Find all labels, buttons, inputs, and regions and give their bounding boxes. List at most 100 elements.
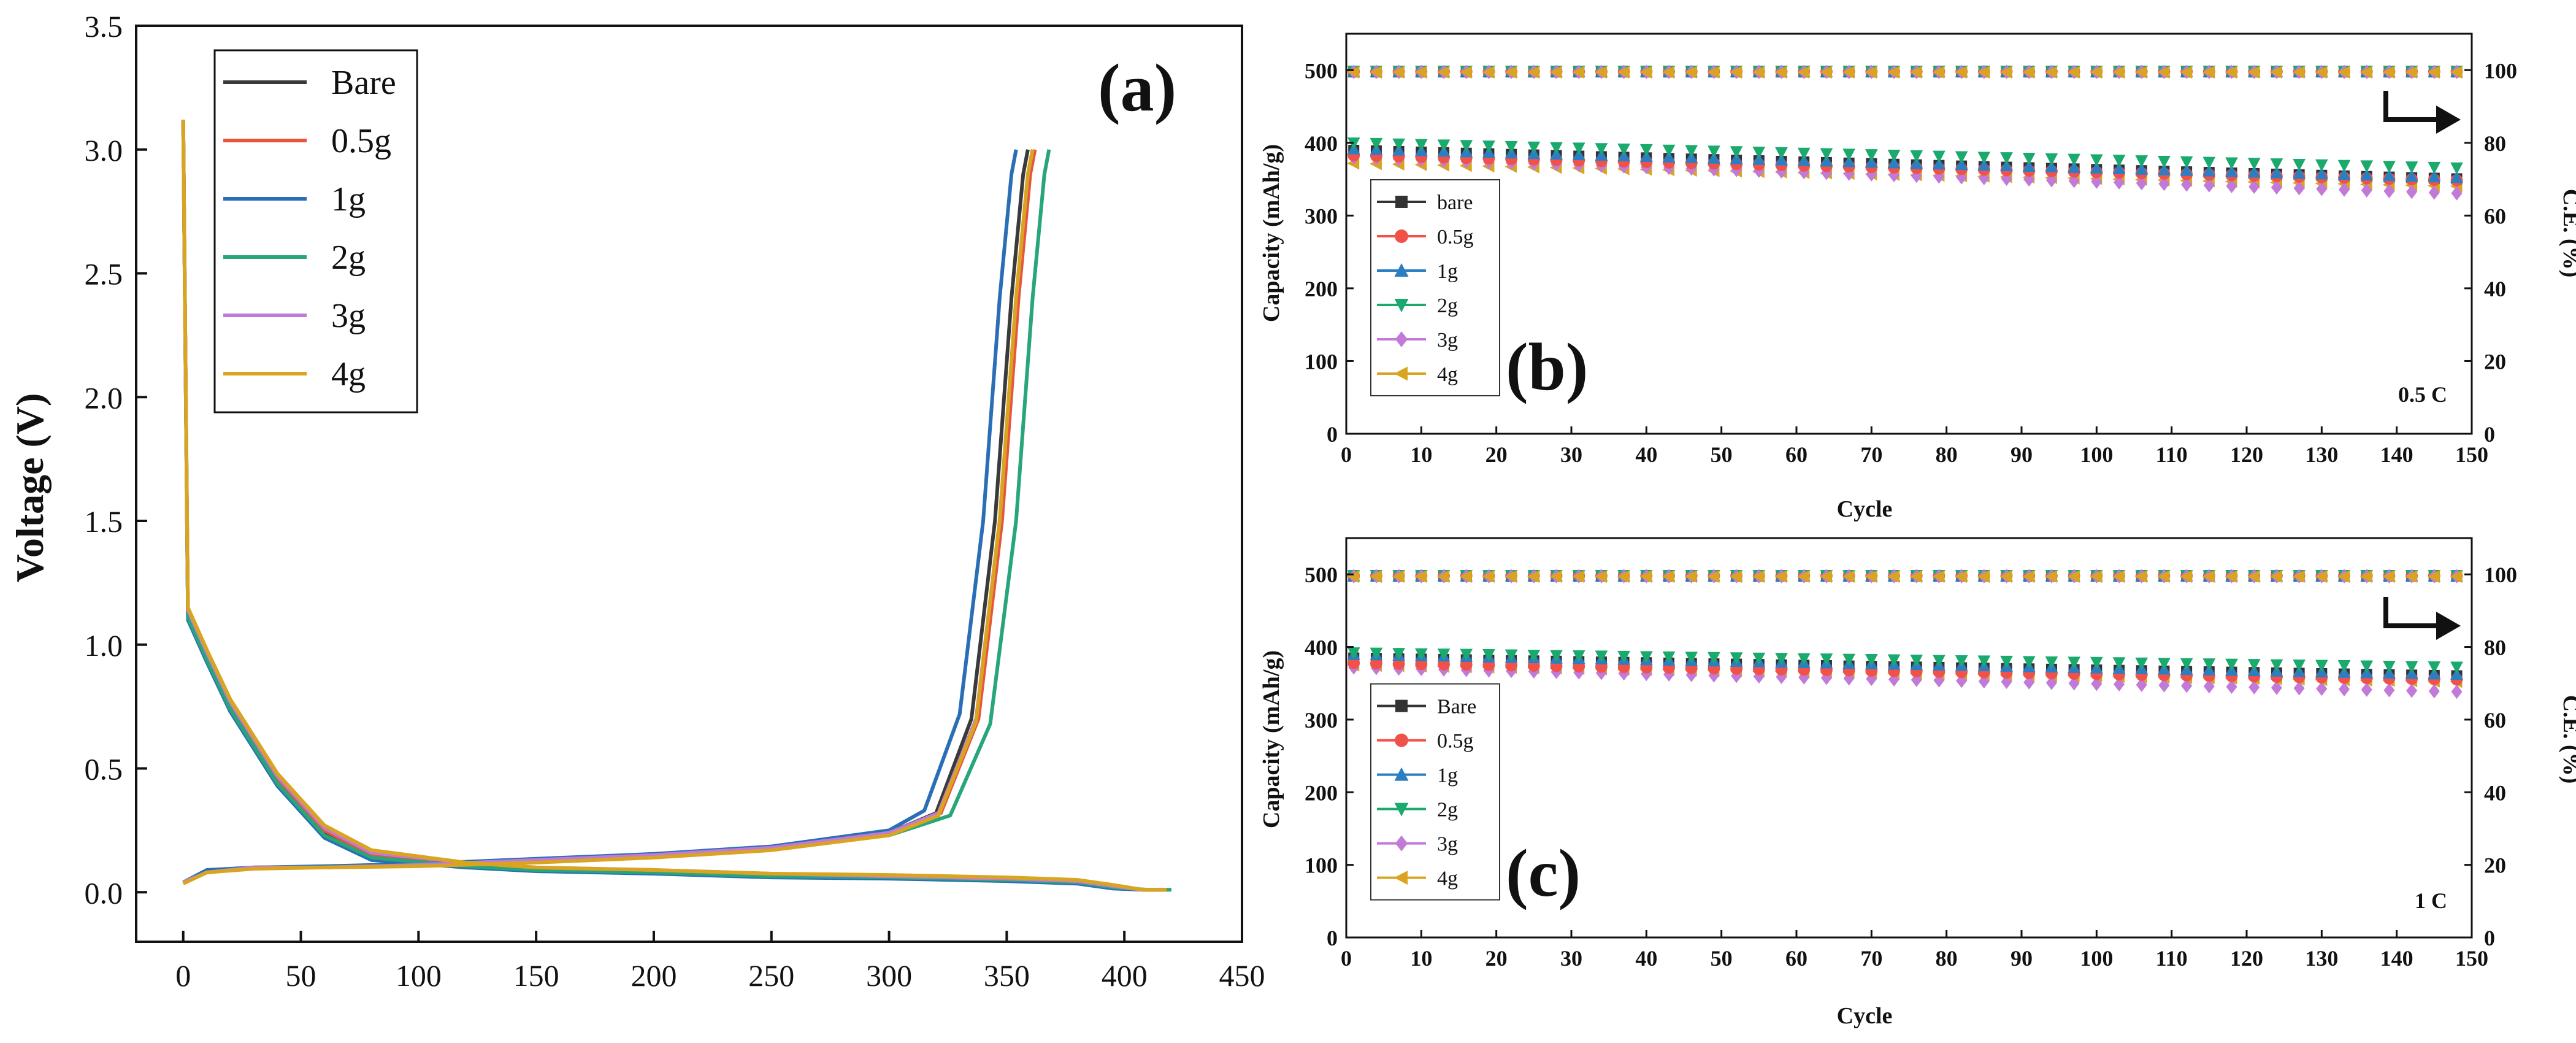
panel-c-legend-marker bbox=[1395, 699, 1408, 712]
panel-c-capacity-point bbox=[2315, 660, 2328, 672]
panel-c-y2-axis-title: C.E. (%) bbox=[2558, 695, 2576, 784]
panel-c-capacity-point bbox=[2316, 681, 2328, 696]
panel-c-capacity-point bbox=[1527, 649, 1541, 662]
panel-c-ce-point bbox=[1730, 570, 1742, 583]
panel-c-capacity-point bbox=[1775, 653, 1788, 665]
panel-c-ce-point bbox=[1684, 570, 1697, 583]
panel-b-ce-point bbox=[1977, 66, 1990, 79]
panel-b-ce-series-4g bbox=[1347, 66, 2463, 79]
panel-b-capacity-point bbox=[2091, 174, 2103, 189]
panel-b-y2-tick-label: 60 bbox=[2484, 204, 2506, 228]
panel-c-ce-point bbox=[1459, 570, 1472, 583]
panel-b-capacity-point bbox=[2225, 157, 2238, 170]
panel-c-capacity-point bbox=[2114, 677, 2125, 692]
panel-c-x-tick-label: 80 bbox=[1936, 946, 1958, 971]
panel-c-ce-point bbox=[1662, 570, 1675, 583]
panel-c-capacity-point bbox=[2135, 657, 2149, 670]
panel-c-capacity-point bbox=[2001, 674, 2012, 689]
panel-c-x-axis-title: Cycle bbox=[1837, 1003, 1893, 1029]
panel-c-capacity-point bbox=[1820, 653, 1833, 666]
panel-b-y-axis-title: Capacity (mAh/g) bbox=[1259, 144, 1284, 322]
panel-b-capacity-point bbox=[1797, 153, 1811, 166]
panel-b-x-tick-label: 40 bbox=[1635, 442, 1657, 467]
panel-b-cycling-0-5c: 0 10 20 30 40 50 60 70 80 90 100 110 120 130 140 150010… bbox=[1259, 33, 2576, 522]
panel-c-ce-point bbox=[1549, 570, 1562, 583]
panel-c-y-tick-label: 400 bbox=[1305, 636, 1338, 660]
panel-b-x-tick-label: 130 bbox=[2305, 442, 2338, 467]
panel-c-ce-point bbox=[2337, 570, 2350, 583]
panel-c-capacity-point bbox=[2383, 660, 2396, 673]
panel-b-capacity-point bbox=[1527, 141, 1541, 154]
panel-b-y-tick-label: 200 bbox=[1305, 277, 1338, 301]
panel-b-ce-point bbox=[1955, 66, 1968, 79]
panel-b-ce-point bbox=[1459, 66, 1472, 79]
panel-b-capacity-point bbox=[2022, 152, 2036, 165]
panel-c-ce-point bbox=[1595, 570, 1607, 583]
panel-c-ce-point bbox=[2315, 570, 2328, 583]
panel-c-x-tick-label: 0 bbox=[1341, 946, 1352, 971]
panel-b-ce-point bbox=[1909, 66, 1922, 79]
panel-b-ce-point bbox=[2247, 66, 2260, 79]
panel-b-ce-point bbox=[1865, 66, 1877, 79]
panel-b-capacity-point bbox=[1347, 137, 1360, 150]
panel-b-capacity-point bbox=[2181, 177, 2193, 192]
panel-b-legend-label: 4g bbox=[1437, 363, 1458, 386]
panel-c-x-tick-label: 90 bbox=[2011, 946, 2033, 971]
panel-b-capacity-point bbox=[2316, 182, 2328, 196]
panel-b-capacity-point bbox=[1775, 147, 1788, 160]
panel-b-capacity-point bbox=[2068, 153, 2080, 166]
panel-a-y-tick-label: 1.5 bbox=[85, 504, 123, 539]
panel-c-capacity-point bbox=[2339, 682, 2350, 697]
panel-b-ce-point bbox=[2450, 66, 2463, 79]
panel-a-y-tick-label: 0.5 bbox=[85, 752, 123, 787]
panel-c-capacity-point bbox=[1866, 671, 1877, 687]
panel-c-x-tick-label: 50 bbox=[1711, 946, 1733, 971]
panel-a-legend: Bare 0.5g 1g 2g 3g 4g bbox=[213, 49, 418, 414]
panel-c-capacity-point bbox=[1460, 649, 1473, 661]
panel-b-x-tick-label: 100 bbox=[2080, 442, 2113, 467]
panel-c-ce-point bbox=[1527, 570, 1539, 583]
panel-c-x-tick-label: 10 bbox=[1410, 946, 1432, 971]
panel-c-ce-point bbox=[1482, 570, 1495, 583]
panel-b-y-tick-label: 300 bbox=[1305, 204, 1338, 228]
panel-b-capacity-point bbox=[2428, 161, 2441, 174]
panel-c-x-tick-label: 130 bbox=[2305, 946, 2338, 971]
panel-a-x-tick-label: 350 bbox=[984, 958, 1030, 993]
panel-b-ce-point bbox=[2270, 66, 2282, 79]
panel-b-capacity-point bbox=[2315, 159, 2328, 172]
panel-b-capacity-point bbox=[1730, 146, 1743, 159]
panel-b-capacity-point bbox=[2248, 179, 2260, 194]
panel-b-capacity-point bbox=[2000, 159, 2013, 172]
panel-b-ce-point bbox=[1842, 66, 1855, 79]
panel-b-x-tick-label: 20 bbox=[1485, 442, 1508, 467]
panel-b-series-2g bbox=[1347, 137, 2463, 175]
panel-b-ce-point bbox=[2112, 66, 2125, 79]
panel-c-capacity-point bbox=[1842, 653, 1855, 666]
panel-b-x-tick-label: 140 bbox=[2380, 442, 2413, 467]
panel-c-capacity-point bbox=[2360, 660, 2374, 673]
panel-b-ce-point bbox=[2022, 66, 2035, 79]
panel-b-capacity-point bbox=[2180, 156, 2193, 169]
panel-c-capacity-point bbox=[1595, 666, 1607, 680]
panel-b-ce-point bbox=[1437, 66, 1450, 79]
panel-b-capacity-point bbox=[2337, 160, 2351, 172]
panel-b-capacity-point bbox=[1370, 137, 1383, 150]
panel-b-capacity-point bbox=[2135, 163, 2149, 175]
panel-a-x-tick-label: 400 bbox=[1102, 958, 1148, 993]
panel-b-ticks: 0 10 20 30 40 50 60 70 80 90 100 110 120 130 140 150010… bbox=[1305, 58, 2517, 467]
panel-b-capacity-point bbox=[2247, 158, 2261, 171]
panel-c-ce-point bbox=[2022, 570, 2035, 583]
panel-b-capacity-point bbox=[2293, 181, 2305, 196]
panel-b-y2-tick-label: 0 bbox=[2484, 422, 2495, 447]
panel-b-x-tick-label: 60 bbox=[1785, 442, 1807, 467]
panel-b-y2-axis-title: C.E. (%) bbox=[2558, 189, 2576, 278]
panel-b-ce-point bbox=[2090, 66, 2103, 79]
panel-c-y-tick-label: 0 bbox=[1327, 926, 1338, 950]
panel-b-y-tick-label: 500 bbox=[1305, 58, 1338, 83]
panel-c-capacity-point bbox=[1437, 649, 1451, 661]
panel-c-ce-point bbox=[1774, 570, 1787, 583]
panel-c-capacity-point bbox=[2293, 681, 2305, 696]
panel-b-capacity-point bbox=[1639, 144, 1653, 156]
panel-c-legend-box bbox=[1370, 683, 1500, 901]
